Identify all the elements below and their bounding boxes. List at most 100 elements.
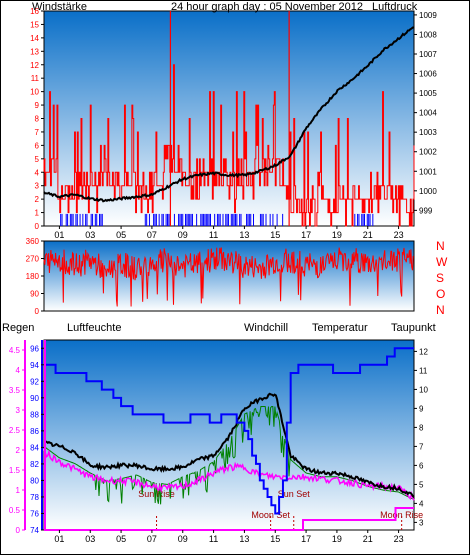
- y-tick-label: 8: [35, 115, 40, 124]
- y-tick-label: 1008: [419, 30, 437, 39]
- y-tick-label: 84: [30, 443, 39, 452]
- y-tick-label: 5: [35, 155, 40, 164]
- event-label: Moon Rise: [380, 510, 423, 520]
- x-tick-label: 13: [239, 230, 249, 240]
- taupunkt-label: Taupunkt: [391, 322, 436, 334]
- y-tick-label: 1.5: [9, 466, 21, 475]
- rain-series: [44, 507, 414, 531]
- wind-series: [43, 64, 415, 227]
- x-tick-label: 01: [54, 534, 64, 544]
- y-tick-label: 1009: [419, 11, 437, 20]
- y-tick-label: 2: [35, 195, 40, 204]
- y-tick-label: 9: [35, 101, 40, 110]
- regen-label: Regen: [2, 322, 34, 334]
- wind-series-group: [43, 11, 415, 227]
- y-tick-label: 0: [16, 526, 21, 535]
- y-tick-label: 1000: [419, 187, 437, 196]
- y-tick-label: 1003: [419, 128, 437, 137]
- luftfeuchte-label: Luftfeuchte: [67, 322, 121, 334]
- y-tick-label: 1: [35, 209, 40, 218]
- y-tick-label: 270: [26, 255, 40, 264]
- x-tick-label: 23: [394, 230, 404, 240]
- y-tick-label: 82: [30, 460, 39, 469]
- y-tick-label: 3: [35, 182, 40, 191]
- x-tick-label: 19: [332, 534, 342, 544]
- y-tick-label: 90: [30, 394, 39, 403]
- y-tick-label: 2: [16, 446, 21, 455]
- y-tick-label: 10: [419, 385, 428, 394]
- temperatur-label: Temperatur: [312, 322, 368, 334]
- y-tick-label: 90: [30, 290, 39, 299]
- y-tick-label: 0: [35, 222, 40, 231]
- x-tick-label: 09: [178, 534, 188, 544]
- dewpoint-series: [43, 448, 415, 501]
- y-tick-label: 11: [419, 366, 428, 375]
- wind-direction-series-group: [43, 247, 414, 307]
- chart-title: 24 hour graph day : 05 November 2012: [171, 1, 363, 13]
- pressure-label: Luftdruck: [372, 1, 418, 13]
- rain-axis-ticks: 0 0.5 1 1.5 2 2.5 3 3.5 4 4.5: [9, 340, 43, 535]
- y-tick-label: 6: [35, 141, 40, 150]
- y-tick-label: 74: [30, 526, 39, 535]
- y-tick-label: 1: [16, 486, 21, 495]
- y-tick-label: 3: [16, 406, 21, 415]
- panel3-time-axis: 01 03 05 07 09 11 13 15 17 19 21 23: [54, 530, 404, 544]
- y-tick-label: 1006: [419, 70, 437, 79]
- y-tick-label: 0.5: [9, 506, 21, 515]
- compass-letter: N: [436, 239, 445, 253]
- x-tick-label: 01: [54, 230, 64, 240]
- wind-direction-plot-area: [43, 240, 415, 312]
- direction-axis-ticks: 0 90 180 270 360: [26, 237, 44, 316]
- y-tick-label: 12: [419, 347, 428, 356]
- x-tick-label: 07: [147, 534, 157, 544]
- y-tick-label: 1004: [419, 109, 437, 118]
- wind-label: Windstärke: [32, 1, 87, 13]
- event-label: Sun Set: [278, 489, 311, 499]
- humidity-series: [44, 347, 414, 515]
- event-label: Moon Set: [251, 510, 290, 520]
- y-tick-label: 7: [419, 442, 424, 451]
- y-tick-label: 15: [30, 20, 39, 29]
- y-tick-label: 0: [35, 307, 40, 316]
- y-tick-label: 9: [419, 404, 424, 413]
- y-tick-label: 1007: [419, 50, 437, 59]
- y-tick-label: 7: [35, 128, 40, 137]
- y-tick-label: 4: [419, 499, 424, 508]
- x-tick-label: 03: [85, 534, 95, 544]
- y-tick-label: 13: [30, 47, 39, 56]
- compass-letter: N: [436, 303, 445, 317]
- x-tick-label: 17: [301, 230, 311, 240]
- compass-letter: S: [436, 271, 444, 285]
- y-tick-label: 10: [30, 88, 39, 97]
- y-tick-label: 6: [419, 461, 424, 470]
- y-tick-label: 86: [30, 427, 39, 436]
- y-tick-label: 80: [30, 476, 39, 485]
- x-tick-label: 15: [270, 534, 280, 544]
- y-tick-label: 88: [30, 410, 39, 419]
- humidity-axis-ticks: 74 76 78 80 82 84 86 88 90 92 94 96: [30, 344, 44, 535]
- pressure-axis-ticks: 999 1000 1001 1002 1003 1004 1005 1006 1007 1008 1…: [414, 11, 437, 215]
- y-tick-label: 92: [30, 377, 39, 386]
- y-tick-label: 999: [419, 206, 433, 215]
- y-tick-label: 1001: [419, 167, 437, 176]
- y-tick-label: 3: [419, 518, 424, 527]
- pressure-series: [43, 26, 414, 203]
- x-tick-label: 21: [363, 230, 373, 240]
- compass-letter: O: [436, 287, 445, 301]
- climate-series-group: [43, 340, 415, 531]
- pressure-series-group: [43, 26, 414, 203]
- y-tick-label: 2.5: [9, 426, 21, 435]
- y-tick-label: 4: [16, 366, 21, 375]
- y-tick-label: 16: [30, 7, 39, 16]
- x-tick-label: 05: [116, 534, 126, 544]
- panel1-time-axis: 01 03 05 07 09 11 13 15 17 19 21 23: [54, 226, 404, 240]
- wind-direction-series: [43, 247, 414, 307]
- y-tick-label: 8: [419, 423, 424, 432]
- y-tick-label: 78: [30, 493, 39, 502]
- y-tick-label: 12: [30, 61, 39, 70]
- compass-letter: W: [436, 255, 448, 269]
